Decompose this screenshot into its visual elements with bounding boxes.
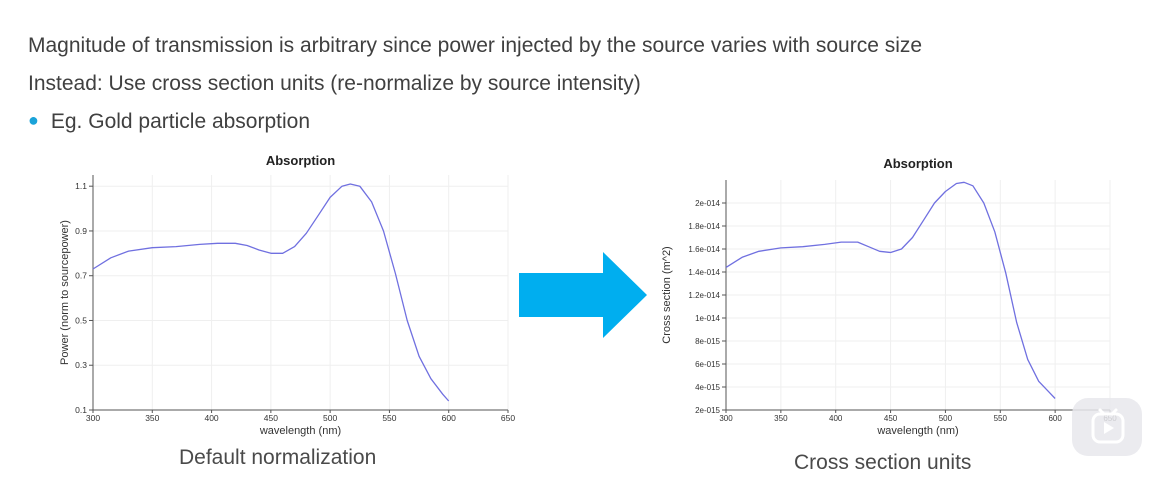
- x-tick-label: 500: [323, 413, 337, 423]
- x-tick-label: 550: [382, 413, 396, 423]
- x-tick-label: 600: [1048, 414, 1062, 423]
- y-tick-label: 1.4e-014: [688, 268, 720, 277]
- play-icon: [1091, 408, 1125, 444]
- y-tick-label: 1.1: [75, 181, 87, 191]
- y-tick-label: 0.1: [75, 405, 87, 415]
- slide-line-2: Instead: Use cross section units (re-nor…: [28, 72, 641, 95]
- arrow-right-icon: [519, 252, 647, 338]
- y-tick-label: 2e-014: [695, 199, 720, 208]
- x-tick-label: 450: [264, 413, 278, 423]
- x-tick-label: 400: [829, 414, 843, 423]
- x-tick-label: 600: [442, 413, 456, 423]
- x-tick-label: 350: [145, 413, 159, 423]
- caption-default-normalization: Default normalization: [179, 446, 377, 469]
- y-tick-label: 1.6e-014: [688, 245, 720, 254]
- x-tick-label: 350: [774, 414, 788, 423]
- y-tick-label: 4e-015: [695, 383, 720, 392]
- y-tick-label: 0.7: [75, 271, 87, 281]
- x-tick-label: 450: [884, 414, 898, 423]
- x-axis-label: wavelength (nm): [259, 425, 341, 437]
- grid: [725, 180, 1111, 411]
- y-tick-label: 1.2e-014: [688, 291, 720, 300]
- chart-title: Absorption: [266, 153, 335, 168]
- caption-cross-section-units: Cross section units: [794, 451, 972, 474]
- grid: [92, 175, 509, 411]
- y-axis-label: Power (norm to sourcepower): [59, 220, 71, 365]
- y-tick-label: 2e-015: [695, 406, 720, 415]
- x-tick-label: 300: [719, 414, 733, 423]
- bullet-item: ● Eg. Gold particle absorption: [28, 110, 310, 134]
- series-line: [725, 181, 1056, 399]
- y-tick-label: 8e-015: [695, 337, 720, 346]
- x-tick-label: 500: [939, 414, 953, 423]
- y-tick-label: 0.3: [75, 360, 87, 370]
- bullet-text: Eg. Gold particle absorption: [50, 110, 311, 133]
- x-axis-label: wavelength (nm): [876, 425, 958, 437]
- bullet-dot-icon: ●: [28, 110, 39, 130]
- y-tick-label: 1.8e-014: [688, 222, 720, 231]
- x-tick-label: 550: [994, 414, 1008, 423]
- y-tick-label: 6e-015: [695, 360, 720, 369]
- x-tick-label: 650: [501, 413, 515, 423]
- y-tick-label: 1e-014: [695, 314, 720, 323]
- play-button[interactable]: [1072, 398, 1142, 456]
- slide-line-1: Magnitude of transmission is arbitrary s…: [28, 34, 923, 57]
- y-axis-label: Cross section (m^2): [661, 246, 673, 343]
- y-tick-label: 0.9: [75, 226, 87, 236]
- series-line: [92, 183, 450, 402]
- absorption-chart-cross-section: 3003504004505005506006502e-0154e-0156e-0…: [661, 156, 1117, 437]
- y-tick-label: 0.5: [75, 315, 87, 325]
- x-tick-label: 400: [204, 413, 218, 423]
- chart-title: Absorption: [883, 156, 952, 171]
- absorption-chart-default: 300 350 400 450 500 550 600 650 0.1 0.3 0.5 0.7 0.9 1…: [59, 153, 515, 437]
- x-tick-label: 300: [86, 413, 100, 423]
